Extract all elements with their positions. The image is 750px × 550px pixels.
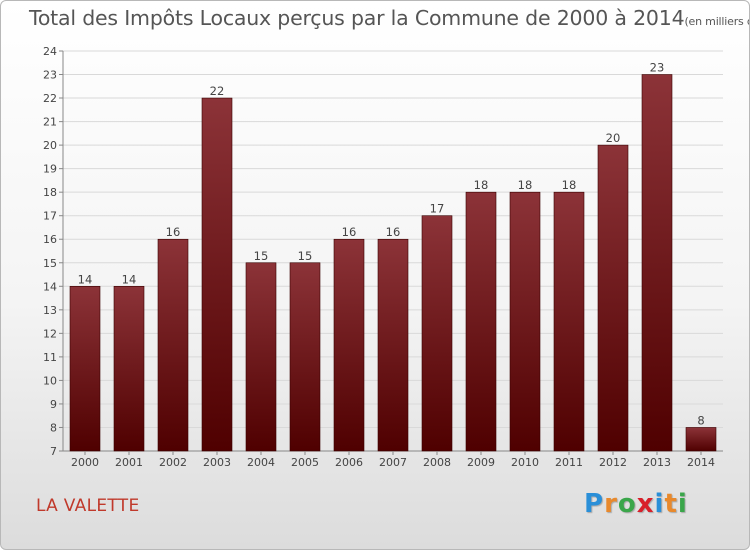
y-tick-label: 10 [43, 374, 57, 387]
commune-name: LA VALETTE [36, 496, 140, 516]
bar-value-label: 14 [122, 272, 137, 286]
bar [685, 427, 717, 452]
bar [641, 74, 673, 452]
y-tick-label: 9 [50, 398, 57, 411]
chart-title: Total des Impôts Locaux perçus par la Co… [29, 6, 749, 30]
proxiti-logo[interactable]: Proxiti [584, 489, 688, 519]
bar-value-label: 15 [298, 249, 313, 263]
bar [421, 215, 453, 452]
x-tick-label: 2011 [555, 456, 583, 469]
x-tick-label: 2005 [291, 456, 319, 469]
bar-value-label: 17 [430, 202, 445, 216]
bar-value-label: 16 [166, 225, 181, 239]
x-tick-label: 2010 [511, 456, 539, 469]
bar-value-label: 16 [386, 225, 401, 239]
bar [597, 144, 629, 452]
y-tick-label: 17 [43, 210, 57, 223]
logo-letter: o [617, 489, 637, 519]
bar [333, 238, 365, 452]
bar-value-label: 14 [78, 272, 93, 286]
x-tick-label: 2003 [203, 456, 231, 469]
y-tick-label: 13 [43, 304, 57, 317]
y-tick-label: 12 [43, 327, 57, 340]
y-tick-label: 15 [43, 257, 57, 270]
y-tick-label: 11 [43, 351, 57, 364]
y-tick-label: 24 [43, 45, 57, 58]
chart-unit: (en milliers d'€) [684, 15, 749, 28]
bar-value-label: 18 [474, 178, 489, 192]
bar-value-label: 18 [562, 178, 577, 192]
bar [377, 238, 409, 452]
bar-value-label: 22 [210, 84, 225, 98]
x-tick-label: 2013 [643, 456, 671, 469]
y-tick-label: 16 [43, 233, 57, 246]
y-tick-label: 19 [43, 163, 57, 176]
y-tick-label: 23 [43, 69, 57, 82]
bar [465, 191, 497, 452]
logo-letter: x [636, 489, 655, 519]
bar [509, 191, 541, 452]
x-tick-label: 2000 [71, 456, 99, 469]
bar-value-label: 8 [697, 413, 704, 427]
y-tick-label: 18 [43, 186, 57, 199]
x-tick-label: 2008 [423, 456, 451, 469]
y-tick-label: 20 [43, 139, 57, 152]
x-tick-label: 2014 [687, 456, 715, 469]
bar-value-label: 18 [518, 178, 533, 192]
x-tick-label: 2001 [115, 456, 143, 469]
bar-value-label: 16 [342, 225, 357, 239]
bar [69, 285, 101, 452]
y-tick-label: 8 [50, 421, 57, 434]
bar-value-label: 20 [606, 131, 621, 145]
bar [553, 191, 585, 452]
bar [245, 262, 277, 452]
x-tick-label: 2009 [467, 456, 495, 469]
x-tick-label: 2012 [599, 456, 627, 469]
y-tick-label: 7 [50, 445, 57, 458]
x-tick-label: 2007 [379, 456, 407, 469]
y-tick-label: 14 [43, 280, 57, 293]
x-tick-label: 2004 [247, 456, 275, 469]
bar [201, 97, 233, 452]
bar [113, 285, 145, 452]
bar-value-label: 15 [254, 249, 269, 263]
chart-title-text: Total des Impôts Locaux perçus par la Co… [29, 6, 685, 30]
logo-letter: t [664, 489, 678, 519]
y-tick-label: 21 [43, 116, 57, 129]
bar [289, 262, 321, 452]
x-tick-label: 2002 [159, 456, 187, 469]
y-tick-label: 22 [43, 92, 57, 105]
bar [157, 238, 189, 452]
logo-letter: r [604, 489, 618, 519]
bar-value-label: 23 [650, 61, 665, 75]
logo-letter: i [677, 489, 688, 519]
x-tick-label: 2006 [335, 456, 363, 469]
logo-letter: i [654, 489, 665, 519]
logo-letter: P [584, 489, 605, 519]
